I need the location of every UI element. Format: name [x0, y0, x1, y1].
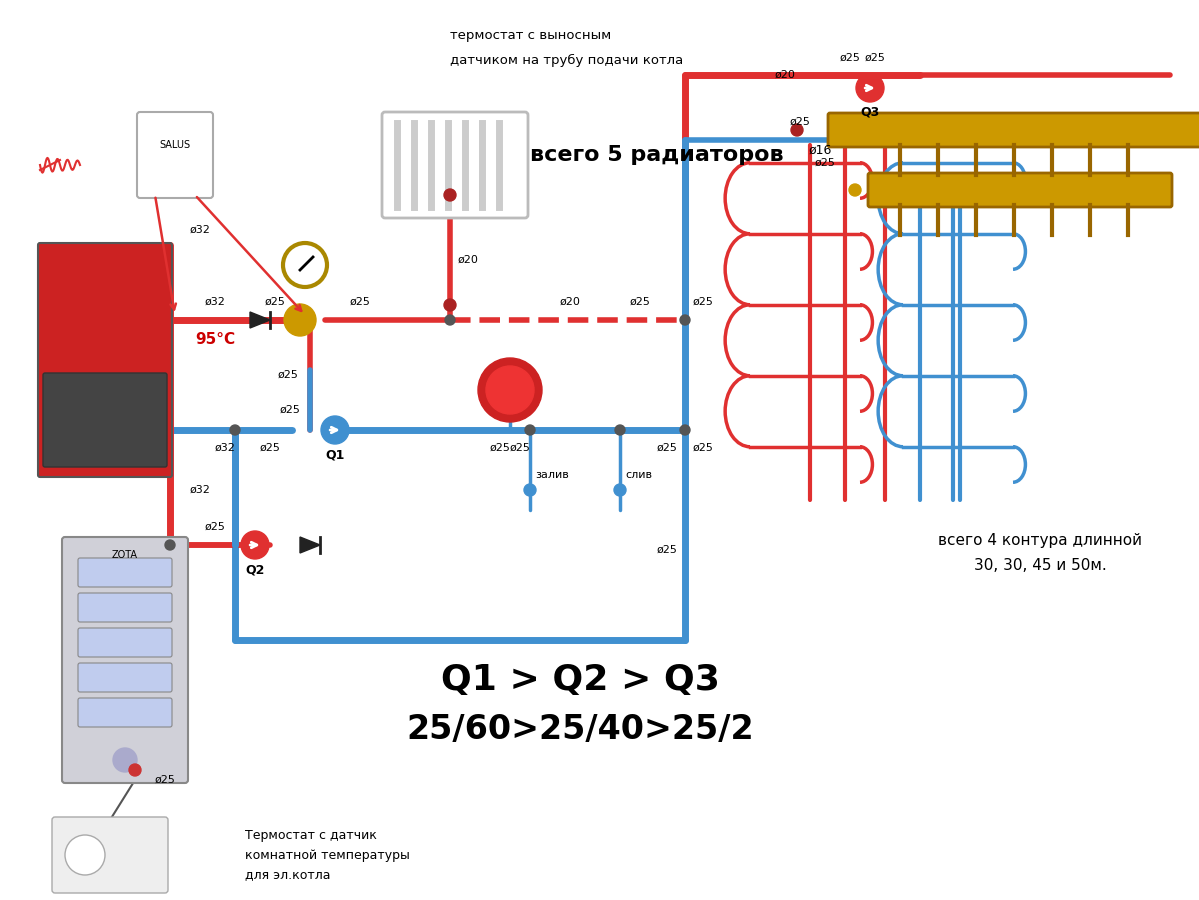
Text: для эл.котла: для эл.котла — [245, 868, 331, 881]
Text: ø25: ø25 — [489, 443, 511, 453]
Circle shape — [65, 835, 106, 875]
Text: датчиком на трубу подачи котла: датчиком на трубу подачи котла — [450, 53, 683, 67]
Text: ø25: ø25 — [259, 443, 281, 453]
Polygon shape — [300, 537, 320, 553]
FancyBboxPatch shape — [78, 698, 171, 727]
Text: ø20: ø20 — [458, 255, 478, 265]
Circle shape — [305, 315, 315, 325]
Circle shape — [478, 358, 542, 422]
Circle shape — [856, 74, 884, 102]
Text: всего 5 радиаторов: всего 5 радиаторов — [530, 145, 784, 165]
FancyBboxPatch shape — [78, 663, 171, 692]
Circle shape — [486, 366, 534, 414]
Text: 30, 30, 45 и 50м.: 30, 30, 45 и 50м. — [974, 557, 1107, 572]
Text: ø20: ø20 — [560, 297, 580, 307]
Circle shape — [330, 425, 341, 435]
Text: ø25: ø25 — [279, 405, 301, 415]
Circle shape — [524, 484, 536, 496]
Text: всего 4 контура длинной: всего 4 контура длинной — [938, 533, 1141, 547]
Circle shape — [680, 425, 689, 435]
Text: ø25: ø25 — [277, 370, 299, 380]
Text: ø25: ø25 — [693, 297, 713, 307]
FancyBboxPatch shape — [137, 112, 213, 198]
Circle shape — [680, 315, 689, 325]
Circle shape — [165, 540, 175, 550]
Circle shape — [444, 189, 456, 201]
Text: ø25: ø25 — [350, 297, 370, 307]
Text: ø20: ø20 — [775, 70, 795, 80]
FancyBboxPatch shape — [78, 558, 171, 587]
Text: ø25: ø25 — [265, 297, 285, 307]
Text: комнатной температуры: комнатной температуры — [245, 849, 410, 861]
Text: ø25: ø25 — [814, 158, 836, 168]
FancyBboxPatch shape — [62, 537, 188, 783]
Text: Q3: Q3 — [861, 105, 880, 119]
Text: термостат с выносным: термостат с выносным — [450, 29, 611, 41]
Text: ø32: ø32 — [189, 485, 211, 495]
Text: Q2: Q2 — [246, 563, 265, 577]
Text: ø25: ø25 — [839, 53, 861, 63]
Text: ø25: ø25 — [864, 53, 885, 63]
Circle shape — [849, 184, 861, 196]
Text: ø32: ø32 — [205, 297, 225, 307]
Text: залив: залив — [535, 470, 568, 480]
Circle shape — [284, 304, 317, 336]
Text: 95°C: 95°C — [195, 332, 235, 347]
FancyBboxPatch shape — [382, 112, 528, 218]
FancyBboxPatch shape — [78, 593, 171, 622]
Circle shape — [230, 425, 240, 435]
FancyBboxPatch shape — [43, 373, 167, 467]
Text: ø32: ø32 — [215, 443, 235, 453]
Text: ø25: ø25 — [205, 522, 225, 532]
FancyBboxPatch shape — [38, 243, 171, 477]
Polygon shape — [251, 312, 270, 328]
Circle shape — [241, 531, 269, 559]
Text: SALUS: SALUS — [159, 140, 191, 150]
Circle shape — [113, 748, 137, 772]
Circle shape — [321, 416, 349, 444]
Text: ø25: ø25 — [657, 545, 677, 555]
Text: ø16: ø16 — [808, 143, 832, 157]
Text: ø25: ø25 — [657, 443, 677, 453]
Circle shape — [283, 243, 327, 287]
Text: Q1 > Q2 > Q3: Q1 > Q2 > Q3 — [440, 663, 719, 697]
Circle shape — [525, 425, 535, 435]
FancyBboxPatch shape — [829, 113, 1199, 147]
Circle shape — [445, 315, 454, 325]
Text: 25/60>25/40>25/2: 25/60>25/40>25/2 — [406, 714, 754, 746]
Circle shape — [791, 124, 803, 136]
Text: ø25: ø25 — [629, 297, 650, 307]
Text: Термостат с датчик: Термостат с датчик — [245, 829, 376, 842]
Text: ø32: ø32 — [189, 225, 211, 235]
Text: ø25: ø25 — [155, 775, 175, 785]
FancyBboxPatch shape — [52, 817, 168, 893]
FancyBboxPatch shape — [78, 628, 171, 657]
Circle shape — [129, 764, 141, 776]
Text: ø25: ø25 — [693, 443, 713, 453]
Circle shape — [444, 299, 456, 311]
Text: ø25: ø25 — [790, 117, 811, 127]
Text: Q1: Q1 — [325, 448, 344, 462]
Text: ZOTA: ZOTA — [112, 550, 138, 560]
Text: ø25: ø25 — [510, 443, 530, 453]
Circle shape — [615, 425, 625, 435]
Text: слив: слив — [625, 470, 652, 480]
FancyBboxPatch shape — [868, 173, 1171, 207]
Circle shape — [614, 484, 626, 496]
